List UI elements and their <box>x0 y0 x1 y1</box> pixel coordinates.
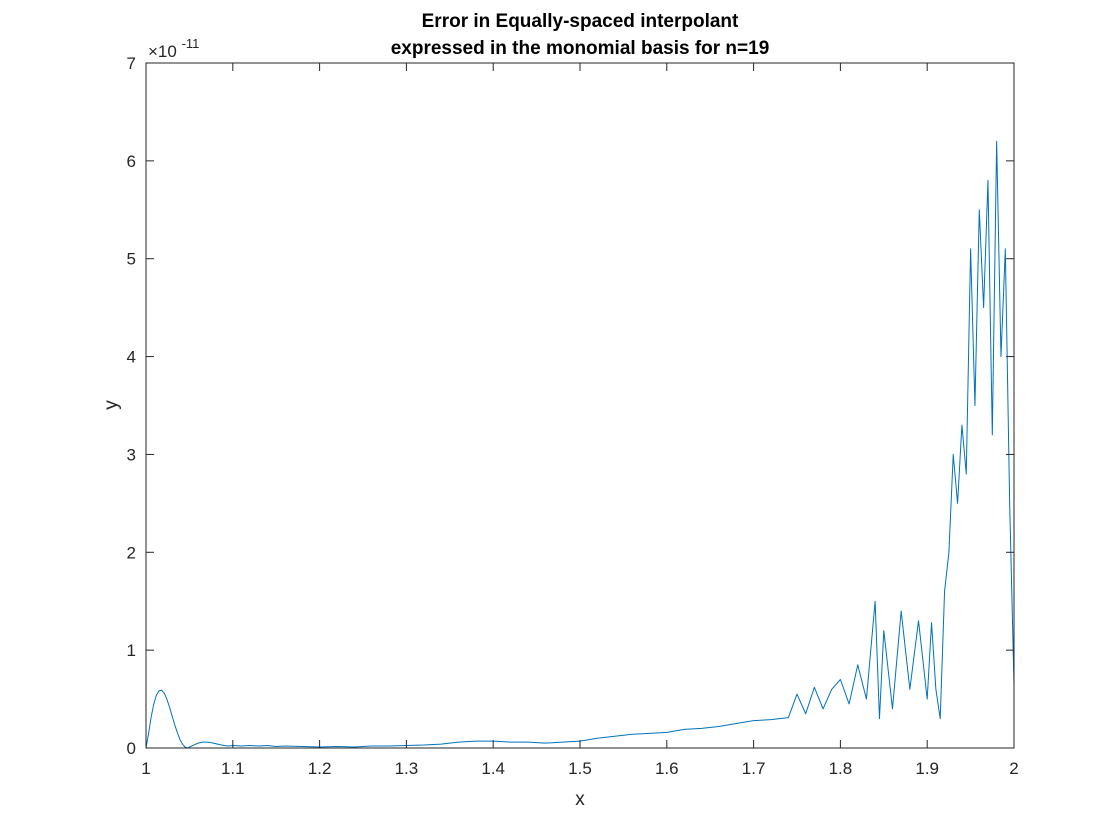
y-tick-label: 6 <box>127 152 136 171</box>
y-tick-label: 1 <box>127 641 136 660</box>
y-tick-label: 3 <box>127 445 136 464</box>
y-tick-label: 2 <box>127 543 136 562</box>
x-axis-label: x <box>575 789 585 810</box>
y-axis-exponent: ×10 -11 <box>148 36 199 61</box>
y-axis-label: y <box>101 400 122 410</box>
y-exponent-base: ×10 <box>148 42 177 61</box>
x-tick-label: 2 <box>1009 759 1018 778</box>
y-exponent-power: -11 <box>182 36 200 51</box>
x-tick-label: 1.2 <box>308 759 332 778</box>
y-tick-label: 0 <box>127 739 136 758</box>
x-tick-label: 1.1 <box>221 759 245 778</box>
y-axis-ticks: 0 1 2 3 4 5 6 7 <box>127 54 1014 758</box>
x-tick-label: 1.4 <box>481 759 505 778</box>
y-tick-label: 4 <box>127 348 136 367</box>
chart-title-line-2: expressed in the monomial basis for n=19 <box>391 38 770 59</box>
x-tick-label: 1.6 <box>655 759 679 778</box>
x-tick-label: 1 <box>141 759 150 778</box>
x-tick-label: 1.5 <box>568 759 592 778</box>
plot-area <box>146 63 1014 748</box>
x-tick-label: 1.8 <box>829 759 853 778</box>
x-axis-ticks: 1 1.1 1.2 1.3 1.4 1.5 1.6 1.7 1.8 1.9 2 <box>141 63 1019 778</box>
y-tick-label: 5 <box>127 250 136 269</box>
chart-title-line-1: Error in Equally-spaced interpolant <box>422 11 739 32</box>
x-tick-label: 1.7 <box>742 759 766 778</box>
x-tick-label: 1.9 <box>915 759 939 778</box>
x-tick-label: 1.3 <box>395 759 419 778</box>
y-tick-label: 7 <box>127 54 136 73</box>
